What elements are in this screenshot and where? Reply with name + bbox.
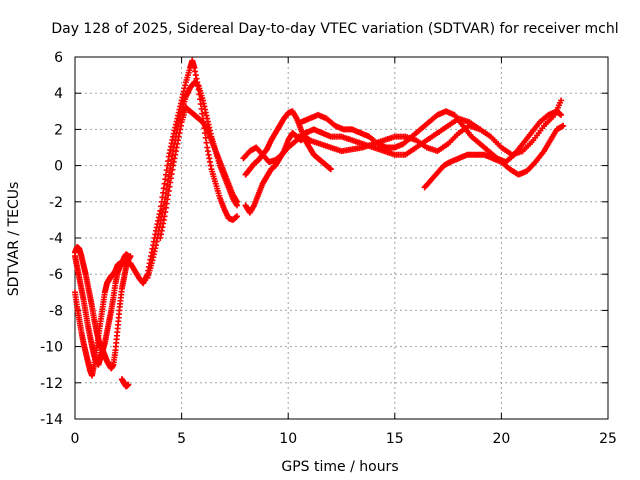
x-tick-label: 5 bbox=[177, 431, 186, 447]
data-point bbox=[327, 166, 334, 173]
x-axis-label: GPS time / hours bbox=[281, 459, 398, 475]
y-tick-label: -10 bbox=[40, 340, 63, 356]
data-point bbox=[558, 111, 565, 118]
series-trace-13 bbox=[421, 122, 567, 191]
chart-title: Day 128 of 2025, Sidereal Day-to-day VTE… bbox=[51, 21, 618, 37]
y-tick-label: -14 bbox=[40, 412, 63, 428]
x-tick-label: 20 bbox=[492, 431, 510, 447]
x-tick-labels: 0 5 10 15 20 25 bbox=[71, 431, 617, 447]
y-tick-label: -2 bbox=[49, 195, 63, 211]
x-tick-label: 25 bbox=[599, 431, 617, 447]
x-tick-label: 15 bbox=[386, 431, 404, 447]
y-tick-label: -4 bbox=[49, 231, 63, 247]
y-tick-label: 4 bbox=[54, 86, 63, 102]
y-tick-label: 2 bbox=[54, 122, 63, 138]
data-point bbox=[125, 381, 132, 388]
series-trace-10 bbox=[240, 115, 484, 165]
y-tick-label: 6 bbox=[54, 50, 63, 66]
data-point bbox=[234, 213, 241, 220]
series-trace-7 bbox=[157, 104, 241, 241]
y-tick-label: -12 bbox=[40, 376, 63, 392]
y-tick-label: -6 bbox=[49, 267, 63, 283]
series-trace-3 bbox=[72, 244, 134, 372]
data-series bbox=[72, 57, 567, 390]
x-tick-label: 0 bbox=[71, 431, 80, 447]
data-point bbox=[127, 253, 134, 260]
y-axis-label: SDTVAR / TECUs bbox=[6, 182, 22, 297]
series-trace-4 bbox=[118, 376, 132, 390]
x-tick-label: 10 bbox=[279, 431, 297, 447]
y-tick-label: 0 bbox=[54, 159, 63, 175]
data-point bbox=[234, 198, 241, 205]
data-point bbox=[560, 122, 567, 129]
series-trace-8 bbox=[242, 108, 334, 178]
series-trace-12 bbox=[295, 97, 565, 158]
axis-ticks bbox=[74, 56, 609, 420]
y-tick-label: -8 bbox=[49, 303, 63, 319]
data-point bbox=[558, 97, 565, 104]
series-trace-11 bbox=[297, 108, 565, 165]
y-tick-labels: -14 -12 -10 -8 -6 -4 -2 0 2 4 6 bbox=[40, 50, 63, 428]
